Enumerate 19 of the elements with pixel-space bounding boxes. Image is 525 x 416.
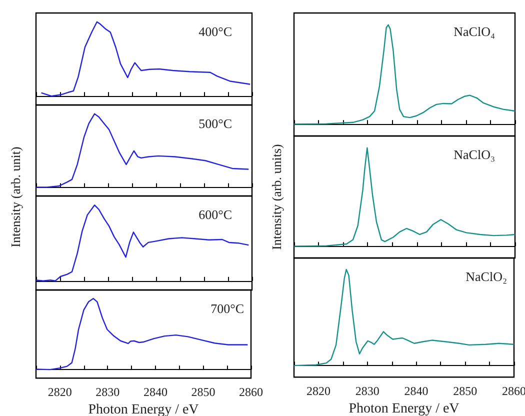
x-tick-label: 2830 bbox=[355, 384, 380, 398]
y-axis-title: Intensity (arb. units) bbox=[269, 144, 285, 250]
x-tick-label: 2840 bbox=[404, 384, 428, 398]
x-tick-label: 2850 bbox=[191, 385, 216, 400]
y-axis-title: Intensity (arb. unit) bbox=[8, 146, 24, 248]
annotation: NaClO₃ bbox=[454, 147, 496, 162]
x-tick-label: 2840 bbox=[143, 385, 168, 400]
annotation: 400°C bbox=[198, 24, 232, 39]
x-tick-label: 2830 bbox=[96, 385, 120, 400]
x-tick-label: 2820 bbox=[306, 384, 330, 398]
annotation: NaClO₄ bbox=[454, 24, 496, 39]
annotation: 500°C bbox=[198, 116, 232, 131]
x-tick-label: 2850 bbox=[453, 384, 478, 398]
x-axis-title: Photon Energy / eV bbox=[348, 402, 460, 416]
annotation: NaClO₂ bbox=[466, 269, 508, 284]
x-tick-label: 2820 bbox=[48, 385, 72, 400]
x-tick-label: 2860 bbox=[239, 385, 263, 400]
annotation: 700°C bbox=[210, 301, 244, 316]
annotation: 600°C bbox=[198, 207, 232, 222]
